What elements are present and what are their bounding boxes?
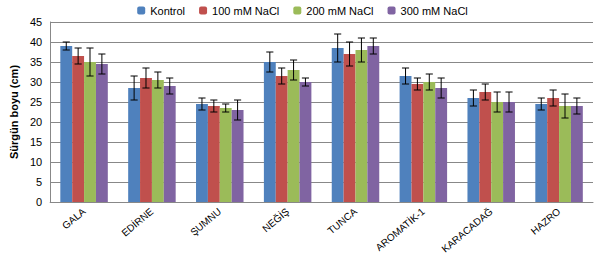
svg-text:5: 5 — [36, 176, 42, 188]
svg-text:HAZRO: HAZRO — [529, 206, 563, 237]
svg-text:GALA: GALA — [60, 206, 88, 232]
svg-text:100 mM NaCl: 100 mM NaCl — [212, 5, 279, 17]
svg-text:20: 20 — [30, 116, 42, 128]
svg-text:KARACADAĞ: KARACADAĞ — [439, 205, 495, 255]
svg-text:NEĞİŞ: NEĞİŞ — [260, 205, 292, 234]
svg-text:10: 10 — [30, 156, 42, 168]
svg-text:40: 40 — [30, 36, 42, 48]
svg-text:35: 35 — [30, 56, 42, 68]
svg-text:ŞUMNU: ŞUMNU — [188, 206, 223, 238]
svg-text:TUNCA: TUNCA — [326, 206, 360, 237]
svg-text:25: 25 — [30, 96, 42, 108]
svg-text:300 mM NaCl: 300 mM NaCl — [401, 5, 468, 17]
svg-text:200 mM NaCl: 200 mM NaCl — [306, 5, 373, 17]
svg-text:Kontrol: Kontrol — [150, 5, 185, 17]
svg-text:45: 45 — [30, 16, 42, 28]
svg-text:0: 0 — [36, 196, 42, 208]
svg-text:15: 15 — [30, 136, 42, 148]
svg-text:EDİRNE: EDİRNE — [119, 205, 156, 239]
svg-text:Sürgün boyu (cm): Sürgün boyu (cm) — [8, 65, 20, 159]
svg-text:30: 30 — [30, 76, 42, 88]
svg-text:AROMATİK-1: AROMATİK-1 — [373, 205, 427, 253]
